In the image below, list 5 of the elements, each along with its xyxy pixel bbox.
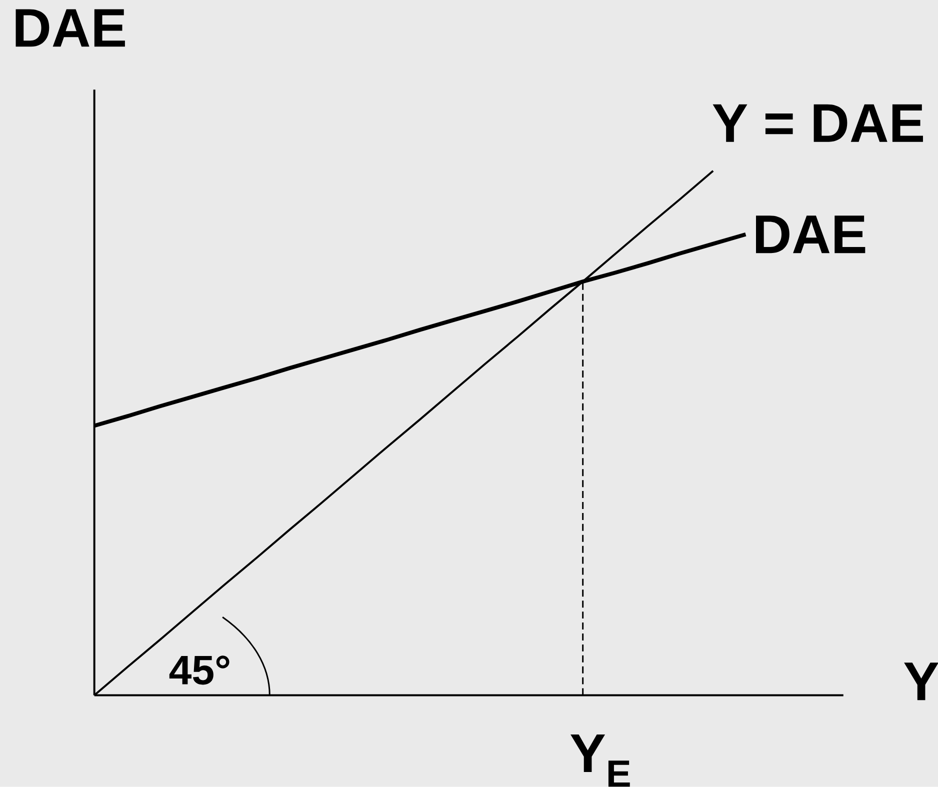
annotation: 45°: [169, 656, 230, 685]
y-axis-title: DAE: [16, 9, 125, 47]
text: Y$_{E}$: [570, 734, 630, 787]
series-label: Y = DAE: [712, 104, 923, 142]
series-label: DAE: [756, 216, 866, 254]
